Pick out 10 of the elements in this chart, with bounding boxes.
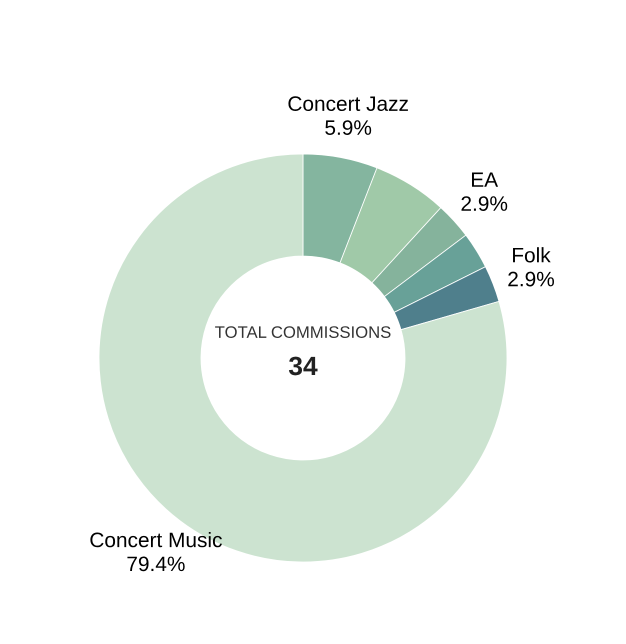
text: 34 [288, 356, 318, 376]
data-label: 2.9% [508, 272, 554, 286]
text: TOTAL COMMISSIONS [215, 326, 391, 338]
slice-label: Concert Music [90, 532, 222, 548]
data-label: 5.9% [325, 120, 372, 135]
slice-label: EA [472, 172, 498, 187]
slice-label: Folk [513, 247, 551, 262]
slice-label: Concert Jazz [288, 96, 408, 112]
data-label: 79.4% [127, 556, 185, 572]
data-label: 2.9% [462, 196, 508, 211]
